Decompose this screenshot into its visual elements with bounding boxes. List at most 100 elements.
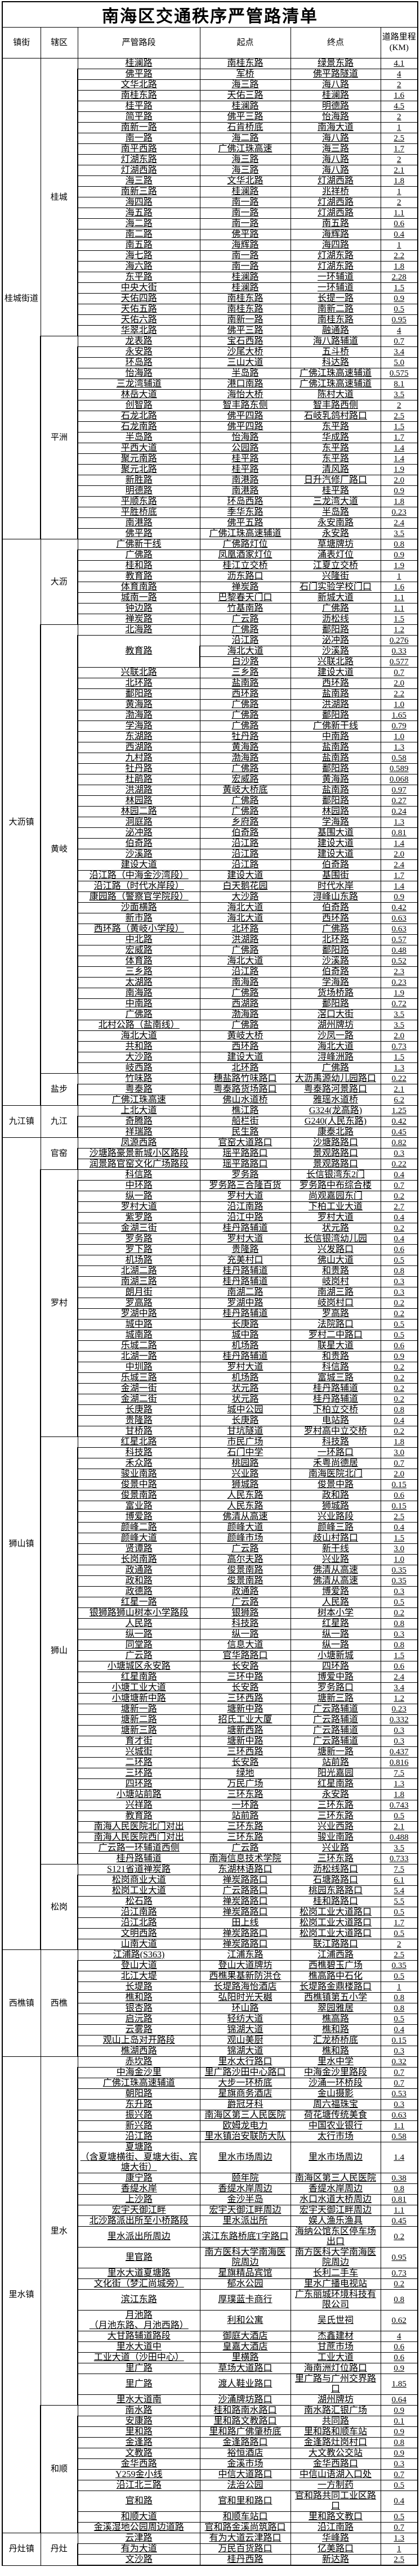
road-cell: 小塘塘新中路 [77,1693,200,1704]
start-cell: 兴业路 [199,1469,291,1480]
road-cell: 海三路 [77,175,200,187]
end-cell: 娱人渔乐渔具 [290,2215,381,2227]
road-row: 南海人民医院西门对出 三环东路 骏业南路 0.488 [2,1832,419,1843]
km-cell: 0.3 [380,1629,419,1640]
road-cell: 佛平路 [77,69,200,80]
road-cell: 科信路 [77,1169,200,1181]
km-cell: 2.5 [380,2554,419,2566]
km-cell: 0.8 [380,2437,419,2448]
km-cell: 0.33 [380,646,419,657]
end-cell: 官和路共同工业区路口 [290,2491,381,2512]
road-cell: 政和路 [77,1575,200,1587]
km-cell: 1.7 [380,870,419,881]
km-cell: 0.3 [380,1586,419,1597]
km-cell: 7.5 [380,1768,419,1779]
start-cell: 罗湖中路 [199,1298,291,1309]
start-cell: 洪湖路 [199,934,291,945]
end-cell: 永安路 [290,1789,381,1800]
road-row: 桂丹路辅道 南海信息技术学院 三环东路 0.733 [2,1853,419,1865]
km-cell: 2.0 [380,1030,419,1042]
km-cell: 0.4 [380,229,419,240]
start-cell: 科技路 [199,1618,291,1629]
km-cell: 0.3 [380,1276,419,1287]
road-cell: 洪湖路 [77,785,200,796]
road-cell: 粤泰路 [77,1084,200,1095]
start-cell: 大步一环桥底 [199,2078,291,2089]
end-cell: 永安路 [290,528,381,539]
start-cell: 法治公园 [199,2480,291,2491]
start-cell: 广云路 [199,1843,291,1854]
start-cell: 里水市场周边 [199,2142,291,2173]
start-cell: 北环路 [199,924,291,935]
road-cell: 金溪湿地公园周边道路 [77,2522,200,2533]
road-cell: 环岛路 [77,357,200,368]
km-cell: 0.8 [380,2003,419,2014]
km-cell: 1.1 [380,2205,419,2216]
km-cell: 0.72 [380,998,419,1010]
column-header: 严管路段 [77,27,200,58]
end-cell: 建设大道 [290,849,381,860]
end-cell: 三环东路 [290,1811,381,1822]
road-row: 北沙路派出所至小桥路段 里水派出所 娱人渔乐渔具 0.45 [2,2215,419,2227]
km-cell: 2.7 [380,1201,419,1213]
start-cell: 广佛路 [199,710,291,721]
km-cell: 0.2 [380,1362,419,1373]
start-cell: 海北大道 [199,902,291,913]
start-cell: 人民东路 [199,1501,291,1512]
km-cell: 2.0 [380,475,419,486]
road-cell: 松岗工业大道 [77,1885,200,1897]
km-cell: 1 [380,571,419,582]
road-cell: 江浦路(S363) [77,1949,200,1961]
km-cell: 1.4 [380,838,419,849]
km-cell: 0.8 [380,539,419,550]
start-cell: 广云路 [199,1597,291,1608]
road-cell: 城南路 [77,1330,200,1341]
end-cell: 五斗桥 [290,346,381,358]
road-cell: 中海金沙里 [77,2067,200,2078]
road-cell: 太湖路 [77,977,200,988]
end-cell: 广云路辅道 [290,1714,381,1726]
road-cell: 北湖二路 [77,1266,200,1277]
road-cell: 松岗商业大道 [77,1875,200,1886]
road-cell: 天佑六路 [77,314,200,326]
end-cell: 盐南路 [290,742,381,753]
end-cell: 南湖三路 [290,1287,381,1298]
road-cell: 禾众路 [77,1458,200,1469]
end-cell: 林园路 [290,806,381,817]
km-cell: 1.3 [380,742,419,753]
start-cell: 机场路 [199,1340,291,1352]
end-cell: 盐南路 [290,688,381,700]
start-cell: 南一路 [199,208,291,219]
end-cell: 东平路 [290,443,381,454]
km-cell: 0.2 [380,1372,419,1384]
km-cell: 3.5 [380,389,419,400]
road-cell: 教育路 [77,571,200,582]
road-row: 育才街 塘新中路 广云路辅道 0.3 [2,1736,419,1747]
road-cell: 红星北路 [77,1436,200,1448]
road-row: 北环路 盐南路 西环路 2.0 [2,678,419,689]
road-cell: 官和路 [77,2491,200,2512]
km-cell: 0.5 [380,2480,419,2491]
road-cell: 中环路 [77,1180,200,1191]
km-cell: 0.488 [380,1832,419,1843]
road-cell: 文明西路 [77,1928,200,1939]
road-row: 里水大道南 沙涌牌坊路口 湖州牌坊 0.64 [2,2394,419,2406]
start-cell: 公园路 [199,443,291,454]
road-cell: 北湖一路 [77,1351,200,1362]
road-cell: 南海人民医院西门对出 [77,1832,200,1843]
km-cell: 3.0 [380,1447,419,1458]
start-cell: 三环东路 [199,1789,291,1800]
end-cell: 状元路 [290,1223,381,1234]
km-cell: 1 [380,240,419,251]
district-cell: 狮山 [40,1436,78,1865]
start-cell: 广佛路 [199,806,291,817]
end-cell: 中海金沙里路段 [290,2067,381,2078]
start-cell: 三环东路 [199,1821,291,1832]
km-cell: 0.9 [380,485,419,497]
road-row: 甘桥路 甘坑隧道 罗村高中立交桥 0.2 [2,1426,419,1437]
end-cell: 塘新一路 [290,1746,381,1758]
start-cell: 颜峰市场 [199,1533,291,1544]
start-cell: 粤泰路货场路口 [199,1084,291,1095]
start-cell: 南海路 [199,977,291,988]
start-cell: 沿江路 [199,966,291,978]
